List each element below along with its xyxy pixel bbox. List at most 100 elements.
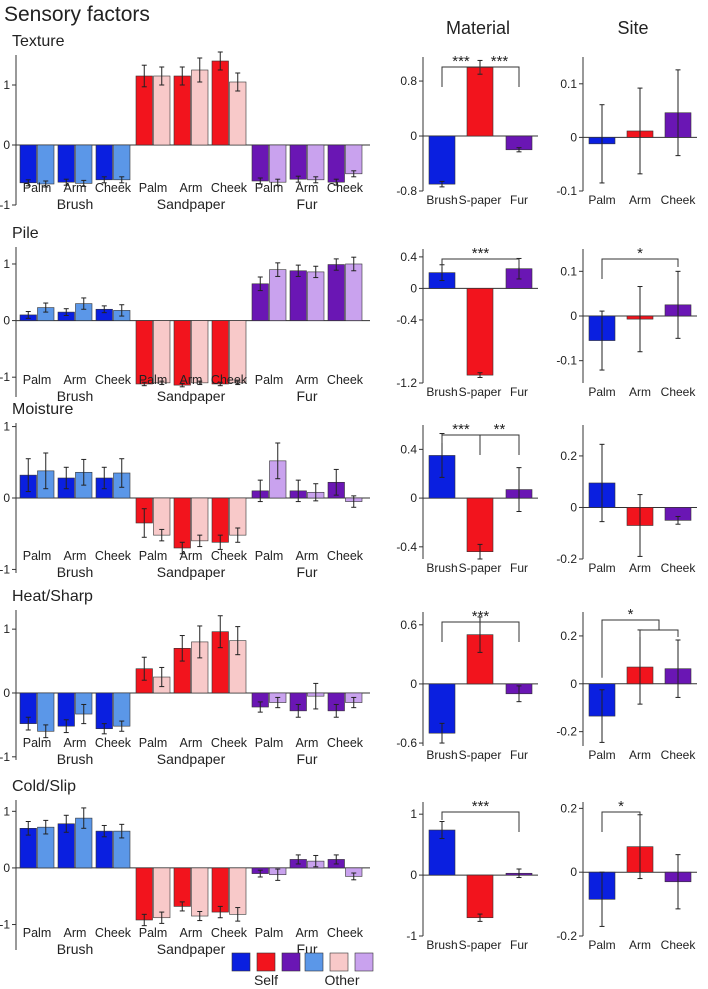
group-label: Sandpaper: [157, 751, 226, 767]
subcategory-label: Palm: [139, 181, 167, 195]
error-bar: [119, 823, 125, 839]
bar-fur-other-cheek: [345, 144, 363, 175]
error-bar: [351, 495, 357, 508]
y-tick-label: 0.2: [560, 449, 577, 463]
category-label: S-paper: [459, 193, 502, 207]
subcategory-label: Cheek: [327, 373, 364, 387]
site-chart: -0.2 0 0.2 Palm Arm Cheek *: [556, 798, 697, 952]
error-bar: [179, 541, 185, 555]
error-bar: [179, 382, 185, 388]
error-bar: [141, 656, 147, 681]
subcategory-label: Cheek: [95, 181, 132, 195]
error-bar: [43, 180, 49, 188]
error-bar: [197, 57, 203, 83]
error-bar: [295, 175, 301, 183]
category-label: S-paper: [459, 938, 502, 952]
category-label: S-paper: [459, 385, 502, 399]
significance-label: *: [628, 606, 634, 623]
subcategory-label: Arm: [296, 549, 319, 563]
significance-bracket: [441, 621, 520, 642]
bar-fur-other-arm: [307, 144, 325, 181]
bar-brush-other-arm: [75, 144, 93, 184]
error-bar: [675, 854, 681, 910]
error-bar: [119, 720, 125, 732]
category-label: Arm: [629, 938, 651, 952]
subcategory-label: Palm: [139, 373, 167, 387]
subcategory-label: Arm: [296, 181, 319, 195]
significance-label: ***: [452, 53, 470, 70]
error-bar: [101, 824, 107, 838]
error-bar: [81, 179, 87, 187]
error-bar: [43, 724, 49, 739]
error-bar: [599, 871, 605, 927]
material-chart: -0.8 0 0.8 Brush S-paper Fur *** ***: [396, 53, 538, 207]
significance-bracket: [601, 811, 641, 832]
subcategory-label: Palm: [255, 181, 283, 195]
category-label: Cheek: [661, 193, 697, 207]
subcategory-label: Cheek: [211, 736, 248, 750]
error-bar: [477, 913, 483, 922]
error-bar: [25, 311, 31, 319]
bar-fur-self-cheek: [327, 264, 345, 321]
error-bar: [257, 177, 263, 185]
subcategory-label: Cheek: [95, 549, 132, 563]
y-tick-label: 0: [410, 281, 417, 295]
error-bar: [313, 483, 319, 502]
error-bar: [159, 666, 165, 688]
error-bar: [295, 854, 301, 865]
bar-fur-self-cheek: [327, 144, 345, 183]
subcategory-label: Palm: [23, 736, 51, 750]
error-bar: [351, 256, 357, 272]
bar-sandpaper-self-arm: [173, 867, 191, 907]
error-bar: [257, 276, 263, 292]
category-label: Arm: [629, 561, 651, 575]
subcategory-label: Arm: [64, 926, 87, 940]
error-bar: [637, 286, 643, 353]
error-bar: [257, 869, 263, 878]
bar-brush-other-palm: [37, 144, 55, 185]
error-bar: [477, 543, 483, 560]
subcategory-label: Palm: [23, 373, 51, 387]
error-bar: [159, 528, 165, 542]
error-bar: [675, 639, 681, 698]
significance-label: ***: [472, 608, 490, 625]
subcategory-label: Arm: [296, 736, 319, 750]
figure-title: Sensory factors: [4, 3, 150, 26]
y-tick-label: 0: [410, 129, 417, 143]
group-label: Sandpaper: [157, 196, 226, 212]
error-bar: [197, 911, 203, 922]
error-bar: [25, 821, 31, 836]
y-tick-label: -1: [0, 370, 10, 384]
category-label: Palm: [588, 748, 615, 762]
bar-brush-self-arm: [57, 144, 75, 183]
y-tick-label: -1: [406, 929, 417, 943]
subcategory-label: Arm: [64, 736, 87, 750]
y-tick-label: 0: [3, 314, 10, 328]
subcategory-label: Palm: [255, 736, 283, 750]
y-tick-label: -1: [0, 750, 10, 764]
bar-s-paper: [466, 874, 494, 919]
significance-bracket: [601, 619, 660, 678]
subcategory-label: Palm: [23, 181, 51, 195]
group-label: Brush: [57, 564, 94, 580]
subcategory-label: Cheek: [95, 926, 132, 940]
group-label: Fur: [297, 388, 318, 404]
error-bar: [119, 304, 125, 317]
y-tick-label: 0: [570, 500, 577, 514]
error-bar: [516, 685, 522, 703]
bar-sandpaper-other-arm: [191, 867, 209, 917]
y-tick-label: 0: [3, 686, 10, 700]
bar-fur-other-arm: [307, 271, 325, 321]
y-tick-label: -0.2: [556, 725, 577, 739]
group-label: Sandpaper: [157, 388, 226, 404]
error-bar: [43, 302, 49, 313]
error-bar: [159, 380, 165, 386]
significance-label: *: [618, 798, 624, 815]
error-bar: [101, 466, 107, 490]
bar-s-paper: [466, 288, 494, 376]
error-bar: [217, 381, 223, 387]
category-label: Brush: [426, 938, 457, 952]
legend-swatch-self: [256, 952, 276, 972]
